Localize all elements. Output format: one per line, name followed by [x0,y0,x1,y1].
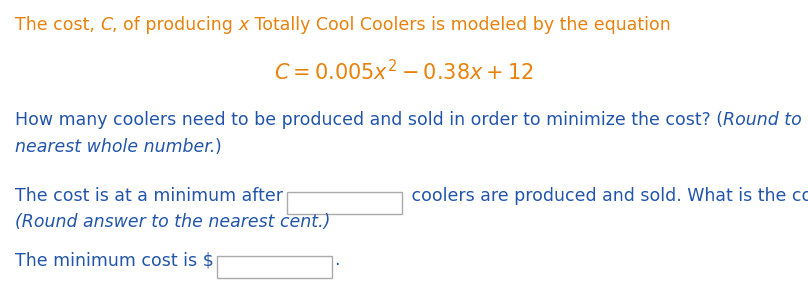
Text: Round to the: Round to the [722,111,808,129]
Text: coolers are produced and sold. What is the cost?: coolers are produced and sold. What is t… [406,187,808,205]
Text: nearest whole number.: nearest whole number. [15,138,215,156]
Text: How many coolers need to be produced and sold in order to minimize the cost? (: How many coolers need to be produced and… [15,111,722,129]
Text: $C = 0.005x^2 - 0.38x + 12$: $C = 0.005x^2 - 0.38x + 12$ [274,59,534,84]
Text: The cost,: The cost, [15,16,100,34]
Text: , of producing: , of producing [112,16,238,34]
Text: (Round answer to the nearest cent.): (Round answer to the nearest cent.) [15,213,330,231]
Text: .: . [335,251,340,269]
Text: The minimum cost is $: The minimum cost is $ [15,251,213,269]
Text: C: C [100,16,112,34]
Text: ): ) [215,138,221,156]
Text: x: x [238,16,249,34]
Text: Totally Cool Coolers is modeled by the equation: Totally Cool Coolers is modeled by the e… [249,16,671,34]
Text: The cost is at a minimum after: The cost is at a minimum after [15,187,283,205]
